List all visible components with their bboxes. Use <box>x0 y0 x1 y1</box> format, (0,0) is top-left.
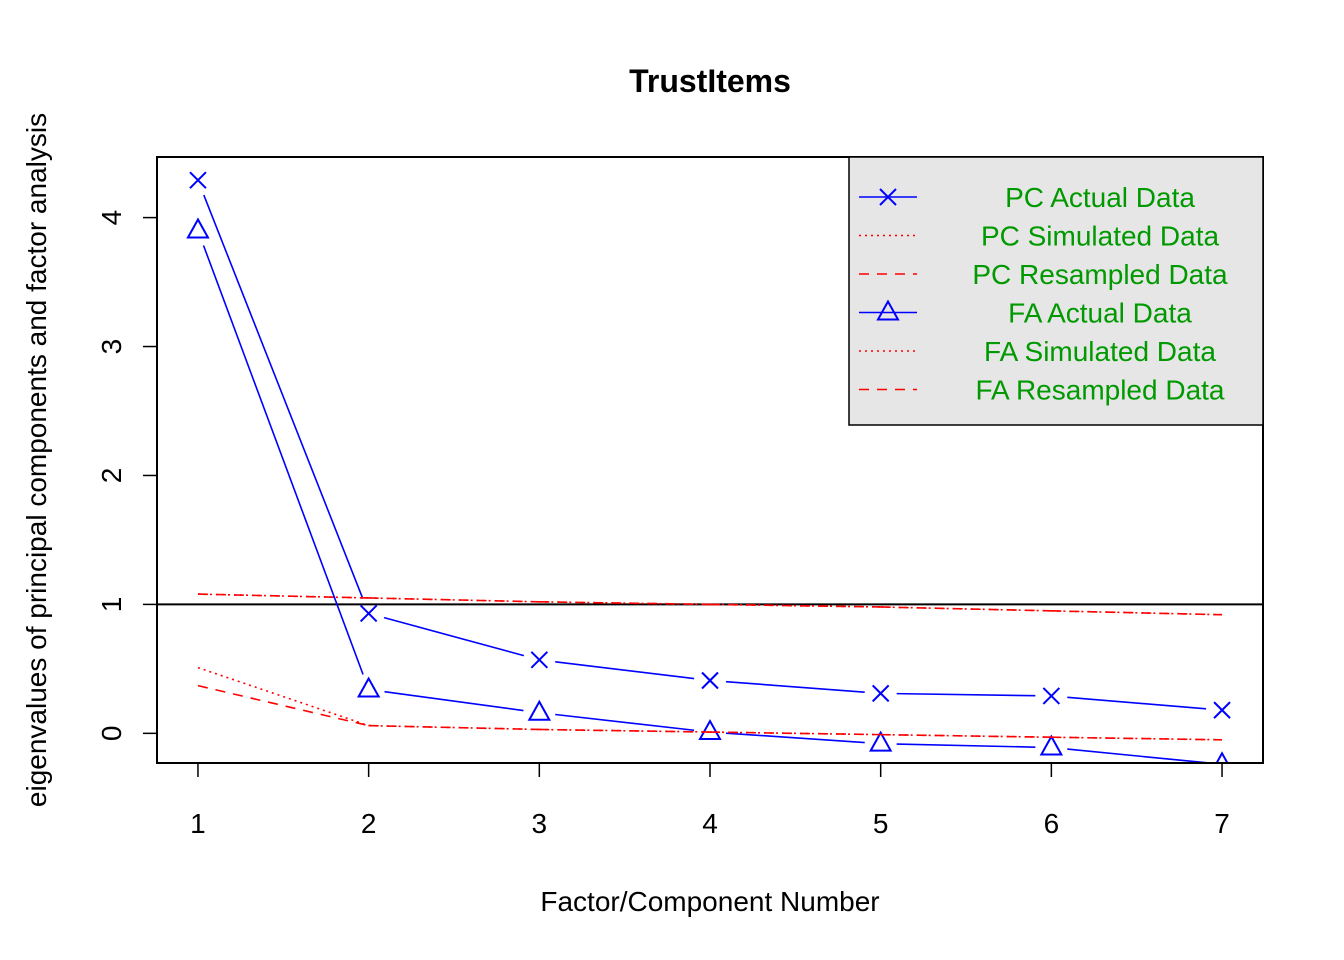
chart-title: TrustItems <box>629 63 791 99</box>
series-segment <box>203 194 364 599</box>
series-segment <box>539 728 711 733</box>
legend-label: FA Simulated Data <box>984 336 1216 367</box>
y-axis-label: eigenvalues of principal components and … <box>21 113 52 807</box>
data-point <box>1042 687 1061 705</box>
x-tick-label: 4 <box>702 808 718 839</box>
series-segment <box>1067 748 1207 763</box>
x-tick-label: 1 <box>190 808 206 839</box>
legend-label: FA Resampled Data <box>975 375 1224 406</box>
series-segment <box>555 660 695 680</box>
legend-label: FA Actual Data <box>1008 298 1192 329</box>
series-layer <box>186 171 1231 763</box>
series-segment <box>368 724 540 731</box>
marker-x-stroke <box>359 604 378 623</box>
data-point <box>530 651 549 669</box>
marker-x-stroke <box>1042 687 1061 705</box>
series-segment <box>725 732 865 744</box>
series-segment <box>880 606 1052 612</box>
marker-x-stroke <box>879 188 897 206</box>
legend-label: PC Actual Data <box>1005 182 1195 213</box>
legend-item: PC Resampled Data <box>859 259 1228 290</box>
data-point <box>868 730 893 752</box>
x-axis-label: Factor/Component Number <box>540 886 879 917</box>
marker-x-stroke <box>1213 701 1231 719</box>
marker-x-stroke <box>701 671 719 690</box>
x-tick-label: 6 <box>1044 808 1060 839</box>
data-point <box>698 718 722 741</box>
marker-x-stroke <box>530 651 549 669</box>
legend-marker <box>879 188 897 206</box>
data-point <box>189 171 207 189</box>
series-segment <box>725 680 865 693</box>
y-tick-label: 2 <box>96 468 127 484</box>
data-point <box>186 217 210 239</box>
series-1 <box>189 171 1231 719</box>
data-point <box>359 604 378 623</box>
series-segment <box>896 743 1036 748</box>
series-segment <box>384 690 524 712</box>
legend-box <box>848 156 1264 426</box>
series-segment <box>1067 696 1207 710</box>
x-tick-label: 3 <box>532 808 548 839</box>
legend-item: PC Actual Data <box>859 182 1195 213</box>
series-segment <box>383 616 525 657</box>
y-tick-label: 0 <box>96 726 127 742</box>
series-segment <box>202 245 364 675</box>
data-point <box>701 671 719 690</box>
x-tick-label: 2 <box>361 808 377 839</box>
data-point <box>871 684 890 703</box>
series-2 <box>197 593 1223 616</box>
series-segment <box>1051 610 1223 616</box>
legend-item: FA Actual Data <box>859 298 1192 329</box>
series-4 <box>186 217 1229 763</box>
series-segment <box>896 692 1036 697</box>
series-5 <box>197 666 1223 741</box>
x-tick-label: 7 <box>1214 808 1230 839</box>
data-point <box>1213 701 1231 719</box>
series-segment <box>709 603 881 608</box>
legend-item: FA Simulated Data <box>859 336 1216 367</box>
data-point <box>527 699 552 721</box>
axes-layer: 1 2 3 4 5 6 7 0 1 2 3 4 <box>96 210 1230 839</box>
y-tick-label: 3 <box>96 339 127 355</box>
series-6 <box>197 684 1223 741</box>
series-segment <box>368 597 540 603</box>
series-segment <box>197 593 369 599</box>
series-segment <box>1051 736 1223 741</box>
series-segment <box>880 733 1052 739</box>
plot-frame <box>156 156 1264 764</box>
series-segment <box>555 713 695 732</box>
marker-x-stroke <box>871 684 890 703</box>
y-tick-label: 4 <box>96 210 127 226</box>
legend-label: PC Resampled Data <box>972 259 1228 290</box>
legend: PC Actual Data PC Simulated Data PC Resamp… <box>848 156 1264 426</box>
legend-label: PC Simulated Data <box>981 221 1220 252</box>
x-tick-label: 5 <box>873 808 889 839</box>
series-segment <box>709 731 881 736</box>
data-point <box>356 676 381 698</box>
marker-x-stroke <box>189 171 207 189</box>
legend-marker <box>876 299 900 321</box>
legend-item: FA Resampled Data <box>859 375 1225 406</box>
series-segment <box>197 666 369 727</box>
series-segment <box>539 601 711 606</box>
legend-item: PC Simulated Data <box>859 221 1219 252</box>
series-segment <box>197 684 369 727</box>
data-point <box>1039 734 1064 756</box>
y-tick-label: 1 <box>96 597 127 613</box>
